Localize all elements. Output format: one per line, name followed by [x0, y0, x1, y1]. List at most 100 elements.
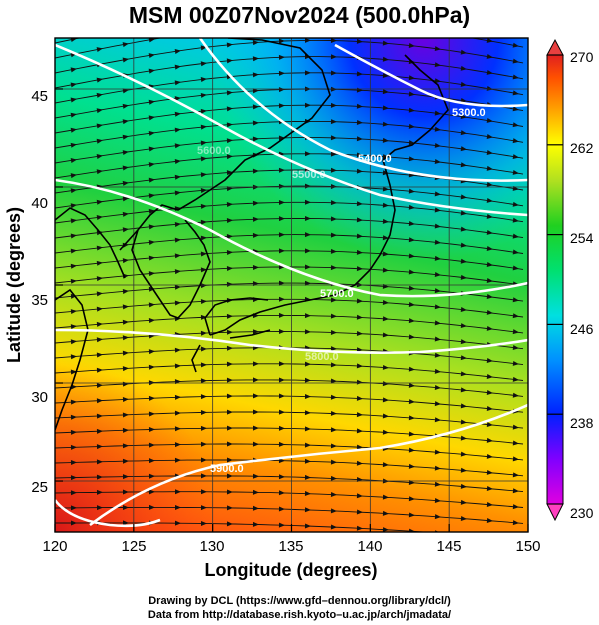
map-title: MSM 00Z07Nov2024 (500.0hPa) [128, 2, 471, 28]
y-tick-label: 40 [31, 195, 48, 212]
wind-arrow [408, 301, 415, 307]
wind-arrow [330, 183, 337, 189]
wind-arrow [200, 505, 207, 511]
wind-arrow [460, 97, 467, 103]
wind-arrow [304, 70, 311, 76]
wind-arrow [512, 329, 519, 335]
y-tick-labels: 25 30 35 40 45 [31, 88, 48, 496]
wind-arrow [278, 135, 285, 141]
wind-arrow [356, 119, 363, 125]
wind-arrow [382, 364, 389, 370]
streamline [55, 411, 524, 429]
colorbar-label: 238 [570, 415, 594, 431]
streamline [55, 201, 524, 224]
wind-arrow [174, 363, 181, 369]
wind-arrow [330, 297, 337, 303]
contour-label: 5900.0 [210, 463, 244, 475]
wind-arrow [460, 194, 467, 200]
wind-arrow [461, 18, 468, 24]
wind-arrow [278, 361, 285, 367]
wind-arrow [408, 431, 415, 437]
wind-arrow [278, 54, 285, 60]
wind-arrow [174, 457, 181, 463]
wind-arrow [460, 162, 467, 168]
wind-arrow [148, 458, 155, 464]
wind-arrow [70, 520, 77, 526]
wind-arrow [408, 123, 415, 129]
wind-arrow [252, 56, 259, 62]
wind-arrow [460, 355, 467, 361]
colorbar-label: 270 [570, 49, 594, 65]
wind-arrow [486, 309, 493, 315]
wind-arrow [382, 218, 389, 224]
wind-arrow [304, 38, 311, 43]
wind-arrow [122, 180, 129, 186]
wind-arrow [382, 251, 389, 257]
wind-arrow [486, 229, 493, 235]
wind-arrow [97, 536, 103, 541]
x-tick-label: 140 [357, 538, 382, 555]
wind-arrow [96, 337, 103, 343]
wind-arrow [460, 49, 467, 55]
wind-arrow [486, 278, 493, 283]
wind-arrow [122, 258, 129, 264]
wind-arrow [200, 45, 207, 51]
wind-arrow [70, 233, 77, 239]
wind-arrow [512, 217, 519, 223]
wind-arrow [304, 377, 311, 383]
wind-arrow [409, 11, 416, 17]
y-tick-label: 45 [31, 88, 48, 105]
wind-arrow [486, 501, 493, 507]
wind-arrow [279, 6, 285, 11]
wind-arrow [356, 330, 363, 336]
wind-arrow [512, 169, 519, 175]
x-tick-label: 135 [278, 538, 303, 555]
wind-arrow [252, 361, 259, 367]
wind-arrow [460, 146, 467, 152]
wind-arrow [486, 181, 493, 187]
wind-arrow [96, 169, 103, 175]
wind-arrow [304, 410, 311, 416]
wind-arrow [434, 46, 441, 52]
wind-arrow [201, 13, 208, 19]
wind-arrow [487, 550, 493, 555]
wind-arrow [278, 87, 285, 93]
wind-arrow [200, 330, 207, 336]
wind-arrow [330, 492, 337, 498]
wind-arrow [382, 413, 389, 419]
wind-arrow [96, 260, 103, 266]
wind-arrow [278, 216, 285, 222]
wind-arrow [70, 203, 77, 209]
wind-arrow [226, 345, 233, 351]
wind-arrow [226, 202, 233, 208]
contour-label: 5600.0 [197, 145, 231, 157]
y-tick-label: 35 [31, 292, 48, 309]
wind-arrow [174, 442, 181, 448]
wind-arrow [460, 323, 467, 329]
wind-arrow [382, 527, 389, 532]
wind-arrow [486, 294, 493, 299]
wind-arrow [356, 152, 363, 158]
wind-arrow [278, 474, 285, 480]
wind-arrow [434, 159, 441, 165]
wind-arrow [330, 329, 337, 335]
wind-arrow [487, 534, 493, 539]
wind-arrow [434, 110, 441, 116]
wind-arrow [330, 119, 337, 125]
wind-arrow [435, 14, 442, 20]
wind-arrow [356, 412, 363, 418]
wind-arrow [408, 269, 415, 275]
wind-arrow [148, 193, 155, 199]
wind-arrow [278, 38, 285, 44]
wind-arrow [304, 199, 311, 205]
wind-arrow [226, 281, 233, 287]
wind-arrow [226, 457, 233, 463]
wind-arrow [356, 347, 363, 353]
wind-arrow [122, 150, 129, 156]
wind-arrow [200, 362, 207, 368]
wind-arrow [512, 249, 519, 255]
wind-arrow [486, 469, 493, 475]
wind-arrow [460, 130, 467, 136]
streamline [55, 363, 524, 381]
wind-arrow [304, 426, 311, 432]
